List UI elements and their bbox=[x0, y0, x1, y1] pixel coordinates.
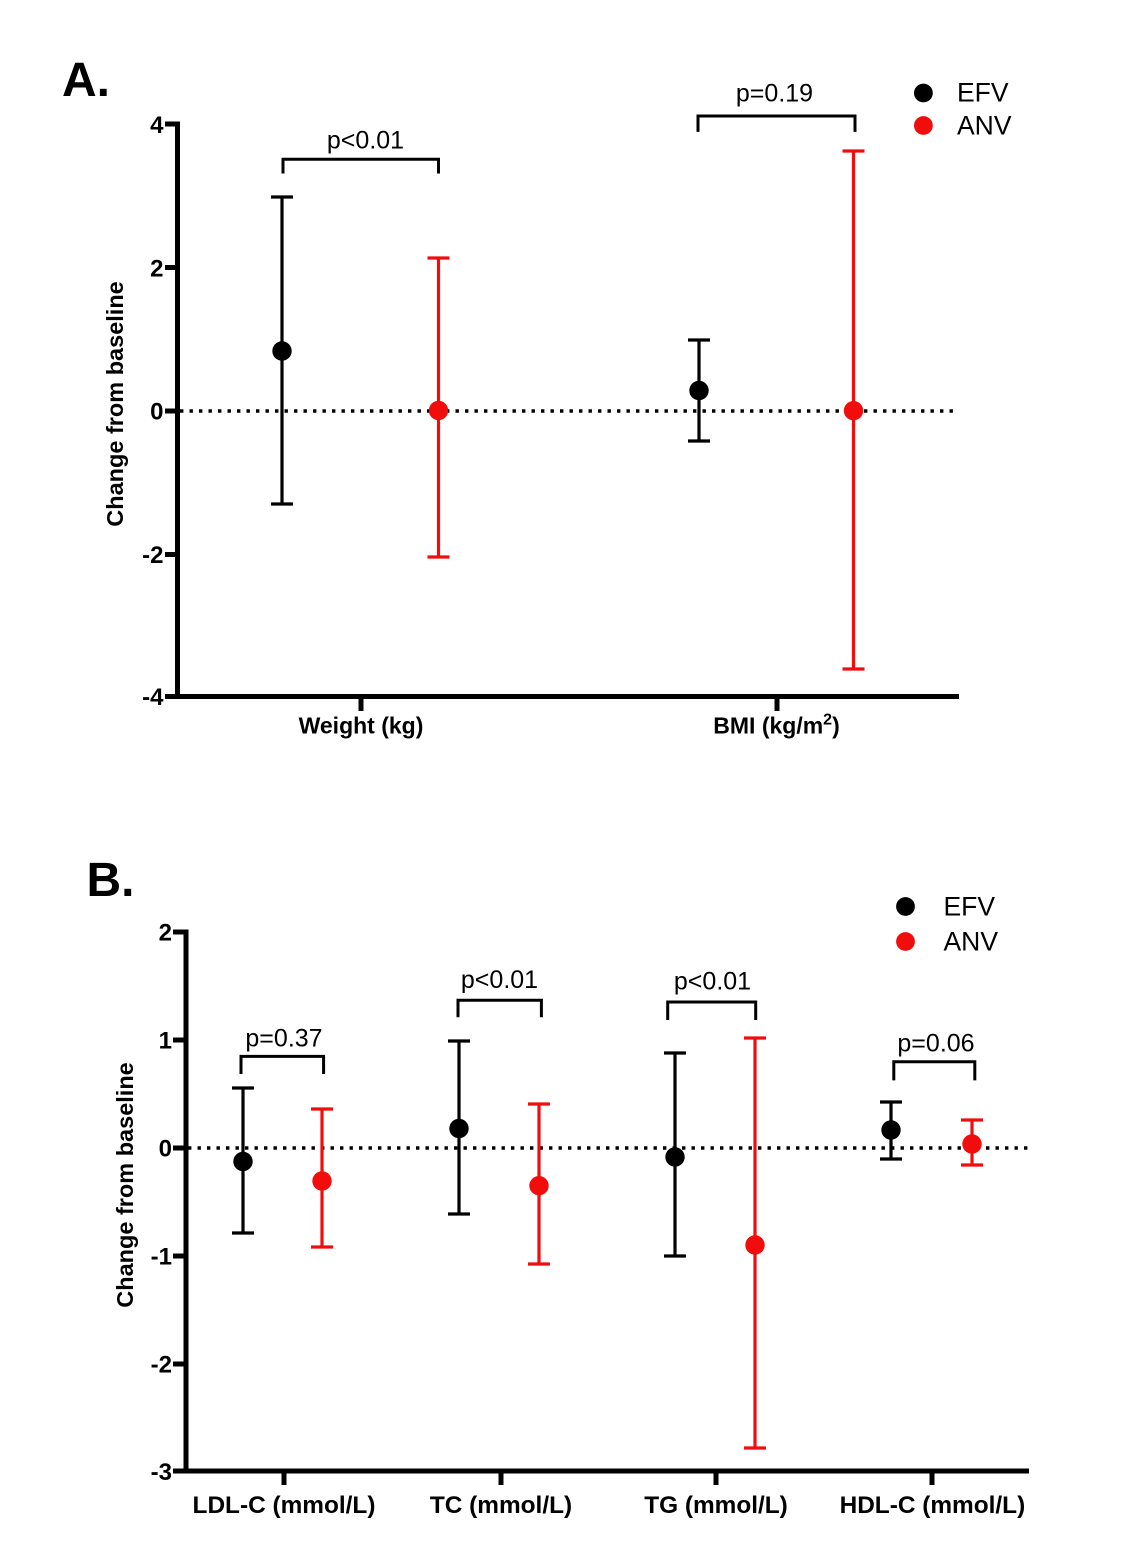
svg-text:0: 0 bbox=[159, 1136, 172, 1163]
svg-text:BMI (kg/m2): BMI (kg/m2) bbox=[713, 712, 839, 739]
svg-text:EFV: EFV bbox=[944, 892, 996, 922]
svg-text:A.: A. bbox=[62, 54, 110, 107]
svg-text:ANV: ANV bbox=[944, 927, 999, 957]
svg-text:Weight (kg): Weight (kg) bbox=[299, 713, 424, 739]
svg-text:HDL-C (mmol/L): HDL-C (mmol/L) bbox=[840, 1492, 1026, 1519]
svg-text:-4: -4 bbox=[142, 684, 164, 711]
svg-text:Change from baseline: Change from baseline bbox=[102, 281, 128, 527]
svg-text:p=0.37: p=0.37 bbox=[245, 1025, 322, 1053]
svg-text:p<0.01: p<0.01 bbox=[461, 966, 538, 994]
svg-text:TG (mmol/L): TG (mmol/L) bbox=[644, 1492, 788, 1519]
svg-text:p<0.01: p<0.01 bbox=[674, 968, 751, 996]
svg-text:p=0.06: p=0.06 bbox=[897, 1030, 974, 1058]
svg-text:LDL-C (mmol/L): LDL-C (mmol/L) bbox=[193, 1492, 376, 1519]
svg-text:p=0.19: p=0.19 bbox=[736, 80, 813, 108]
svg-text:-2: -2 bbox=[151, 1352, 172, 1379]
svg-text:-3: -3 bbox=[151, 1459, 172, 1486]
svg-text:ANV: ANV bbox=[957, 111, 1012, 141]
svg-text:Change from baseline: Change from baseline bbox=[112, 1062, 138, 1308]
svg-text:2: 2 bbox=[159, 920, 172, 947]
svg-text:EFV: EFV bbox=[957, 78, 1009, 108]
svg-text:TC (mmol/L): TC (mmol/L) bbox=[430, 1492, 572, 1519]
svg-text:-1: -1 bbox=[151, 1244, 172, 1271]
svg-text:1: 1 bbox=[159, 1028, 172, 1055]
svg-text:p<0.01: p<0.01 bbox=[327, 127, 404, 155]
svg-text:4: 4 bbox=[150, 112, 164, 139]
svg-text:2: 2 bbox=[150, 255, 163, 282]
svg-text:0: 0 bbox=[150, 399, 163, 426]
svg-text:-2: -2 bbox=[142, 542, 163, 569]
svg-text:B.: B. bbox=[87, 854, 135, 907]
